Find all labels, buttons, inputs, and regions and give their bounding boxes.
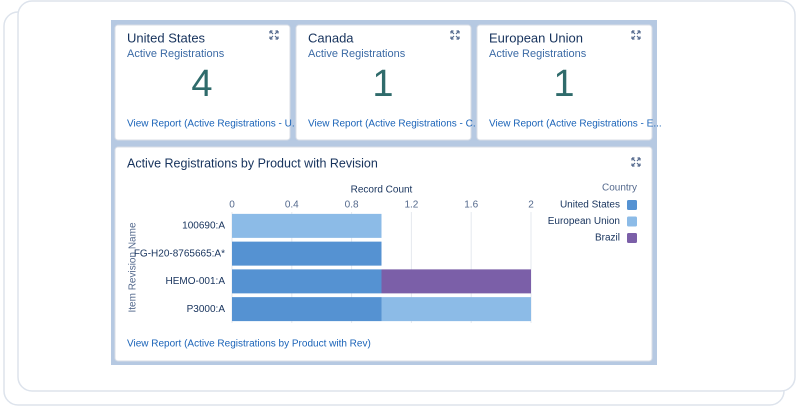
legend-title: Country <box>602 183 637 194</box>
legend-label: European Union <box>548 216 620 227</box>
card-report-link[interactable]: View Report (Active Registrations - E... <box>489 119 662 130</box>
legend-swatch <box>627 216 637 227</box>
expand-icon[interactable] <box>269 30 279 40</box>
card-subtitle: Active Registrations <box>489 48 587 60</box>
x-tick-label: 0.8 <box>345 200 359 211</box>
x-tick-label: 0 <box>229 200 235 211</box>
legend-label: United States <box>560 200 620 211</box>
x-tick-label: 0.4 <box>285 200 299 211</box>
card-report-link[interactable]: View Report (Active Registrations - C... <box>308 119 481 130</box>
x-tick-label: 1.6 <box>464 200 478 211</box>
y-tick-label: P3000:A <box>187 304 226 315</box>
metric-card <box>476 24 653 141</box>
card-title: Canada <box>308 30 354 45</box>
x-axis-title: Record Count <box>351 185 413 196</box>
bar-segment <box>232 213 382 238</box>
bar-segment <box>232 269 382 294</box>
y-axis-title: Item Revision Name <box>128 222 139 312</box>
x-tick-label: 1.2 <box>404 200 418 211</box>
chart-title: Active Registrations by Product with Rev… <box>127 156 378 170</box>
card-value: 1 <box>553 63 574 105</box>
metric-card <box>295 24 472 141</box>
x-tick-label: 2 <box>528 200 534 211</box>
legend-label: Brazil <box>595 233 620 244</box>
card-report-link[interactable]: View Report (Active Registrations - U... <box>127 119 300 130</box>
expand-icon[interactable] <box>450 30 460 40</box>
y-tick-label: HEMO-001:A <box>166 276 226 287</box>
metric-card <box>114 24 291 141</box>
card-value: 4 <box>191 63 212 105</box>
card-subtitle: Active Registrations <box>127 48 225 60</box>
legend-swatch <box>627 233 637 243</box>
chart-report-link[interactable]: View Report (Active Registrations by Pro… <box>127 339 371 350</box>
card-title: United States <box>127 30 206 45</box>
bar-segment <box>381 297 531 322</box>
card-subtitle: Active Registrations <box>308 48 406 60</box>
card-value: 1 <box>372 63 393 105</box>
bar-segment <box>381 269 531 294</box>
legend-swatch <box>627 200 637 210</box>
bar-segment <box>232 241 382 266</box>
bar-segment <box>232 297 382 322</box>
y-tick-label: 100690:A <box>182 221 225 232</box>
expand-icon[interactable] <box>631 157 641 167</box>
card-title: European Union <box>489 30 583 45</box>
y-tick-label: FG-H20-8765665:A* <box>134 248 225 259</box>
expand-icon[interactable] <box>631 30 641 40</box>
